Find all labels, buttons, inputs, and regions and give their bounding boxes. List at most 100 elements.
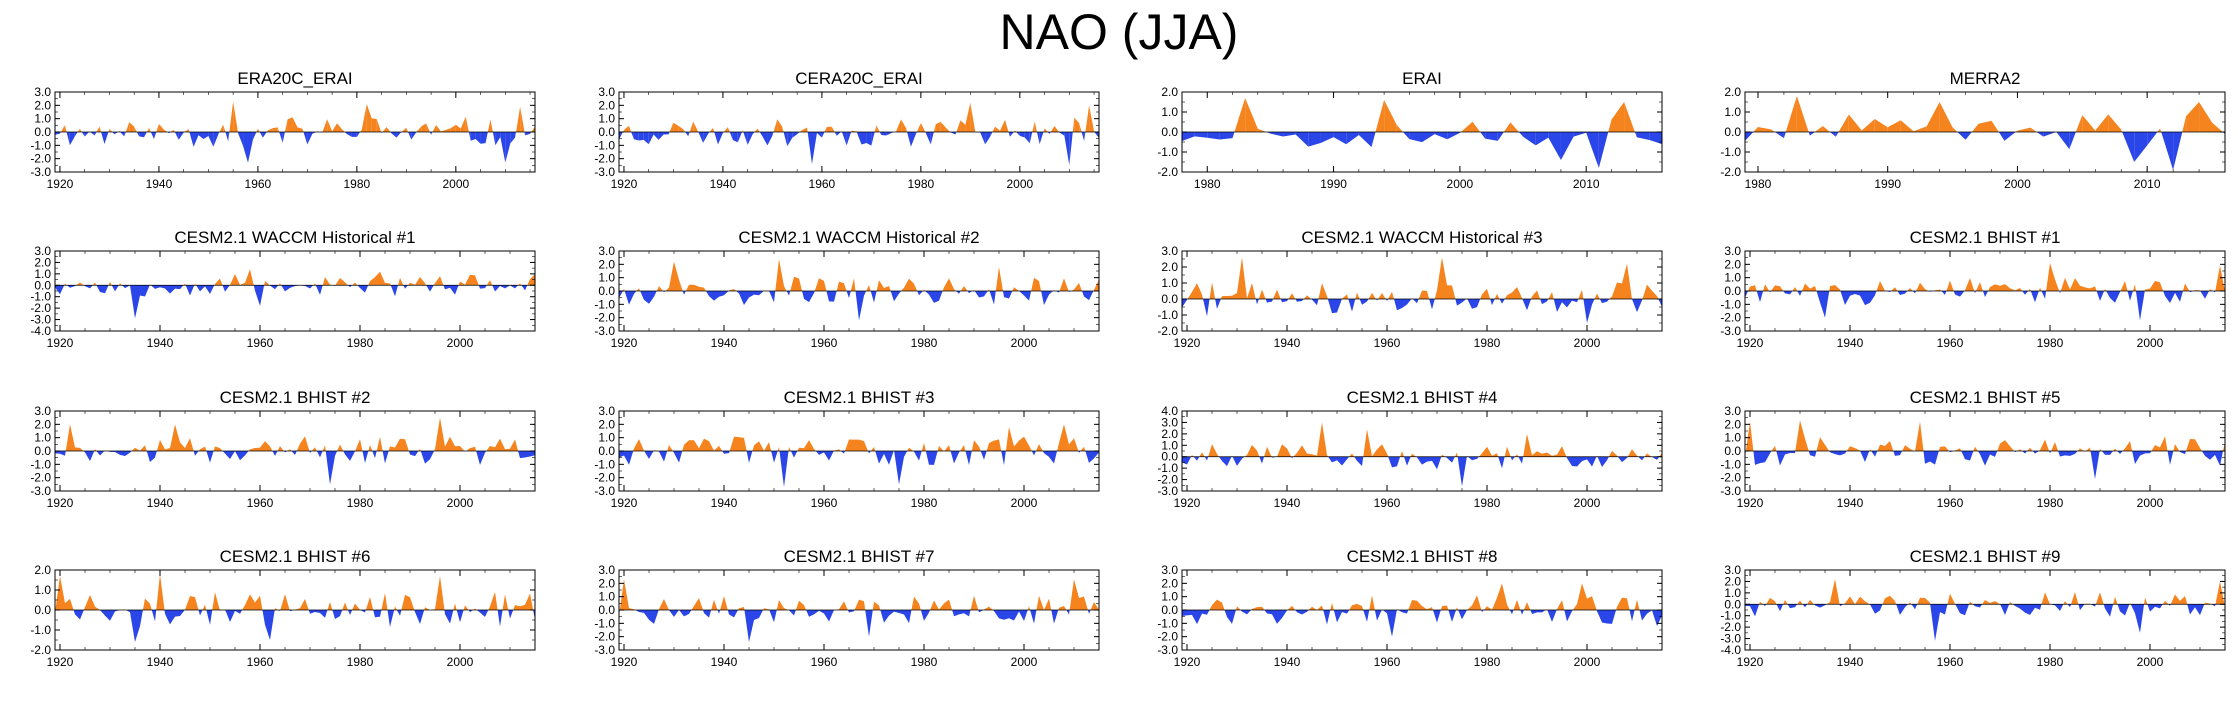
positive-anomaly-area [1019, 436, 1024, 451]
positive-anomaly-area [465, 605, 469, 610]
negative-anomaly-area [485, 132, 488, 144]
positive-anomaly-area [739, 437, 744, 451]
x-tick-label: 2000 [447, 655, 474, 669]
negative-anomaly-area [894, 610, 899, 614]
positive-anomaly-area [779, 600, 784, 610]
positive-anomaly-area [1910, 602, 1912, 605]
negative-anomaly-area [2132, 451, 2135, 465]
negative-anomaly-area [644, 610, 649, 620]
positive-anomaly-area [1647, 453, 1652, 457]
positive-anomaly-area [989, 606, 993, 610]
negative-anomaly-area [1657, 610, 1662, 626]
x-tick-label: 1980 [1474, 655, 1501, 669]
negative-anomaly-area [1607, 299, 1610, 302]
negative-anomaly-area [400, 610, 402, 616]
negative-anomaly-area [1815, 451, 1817, 457]
positive-anomaly-area [463, 605, 465, 610]
negative-anomaly-area [649, 451, 654, 459]
y-tick-label: 0.0 [598, 125, 615, 139]
positive-anomaly-area [337, 444, 340, 451]
positive-anomaly-area [2121, 129, 2123, 132]
positive-anomaly-area [465, 274, 470, 286]
negative-anomaly-area [185, 285, 190, 296]
positive-anomaly-area [146, 127, 150, 132]
negative-anomaly-area [415, 451, 419, 457]
positive-anomaly-area [200, 446, 205, 451]
positive-anomaly-area [1946, 280, 1950, 291]
positive-anomaly-area [95, 606, 100, 610]
positive-anomaly-area [1362, 606, 1364, 610]
negative-anomaly-area [2150, 451, 2152, 454]
negative-anomaly-area [1312, 299, 1317, 306]
positive-anomaly-area [1209, 282, 1212, 299]
negative-anomaly-area [771, 451, 774, 463]
negative-anomaly-area [230, 610, 235, 622]
positive-anomaly-area [287, 449, 290, 451]
y-tick-label: 1.0 [1161, 590, 1178, 604]
positive-anomaly-area [1447, 285, 1452, 299]
negative-anomaly-area [1192, 610, 1197, 625]
positive-anomaly-area [1659, 452, 1662, 457]
negative-anomaly-area [829, 291, 834, 302]
positive-anomaly-area [1454, 452, 1457, 457]
positive-anomaly-area [1582, 583, 1587, 610]
panel-title: MERRA2 [1950, 69, 2021, 88]
positive-anomaly-area [839, 281, 844, 291]
negative-anomaly-area [1805, 604, 1808, 608]
positive-anomaly-area [1910, 288, 1913, 291]
negative-anomaly-area [1387, 610, 1392, 637]
y-tick-label: 2.0 [1724, 574, 1741, 588]
positive-anomaly-area [2182, 283, 2185, 291]
negative-anomaly-area [275, 451, 278, 456]
positive-anomaly-area [777, 446, 779, 451]
negative-anomaly-area [2080, 604, 2085, 611]
positive-anomaly-area [739, 606, 744, 610]
negative-anomaly-area [2040, 604, 2042, 610]
negative-anomaly-area [1302, 299, 1304, 302]
negative-anomaly-area [2165, 291, 2170, 303]
negative-anomaly-area [1242, 610, 1247, 615]
negative-anomaly-area [1182, 132, 1195, 141]
negative-anomaly-area [70, 285, 75, 288]
positive-anomaly-area [920, 123, 926, 132]
negative-anomaly-area [2117, 451, 2120, 454]
negative-anomaly-area [856, 132, 862, 145]
positive-anomaly-area [1199, 452, 1202, 457]
negative-anomaly-area [213, 132, 219, 147]
negative-anomaly-area [1452, 456, 1455, 463]
negative-anomaly-area [335, 451, 338, 456]
positive-anomaly-area [879, 280, 884, 291]
positive-anomaly-area [110, 281, 112, 286]
positive-anomaly-area [502, 594, 505, 610]
negative-anomaly-area [425, 451, 430, 464]
positive-anomaly-area [1457, 607, 1459, 610]
y-tick-label: -3.0 [594, 324, 615, 338]
negative-anomaly-area [792, 132, 798, 138]
negative-anomaly-area [1905, 604, 1908, 608]
negative-anomaly-area [2060, 604, 2064, 611]
positive-anomaly-area [1252, 283, 1256, 299]
positive-anomaly-area [1770, 285, 1775, 291]
negative-anomaly-area [478, 285, 480, 289]
negative-anomaly-area [1422, 132, 1435, 143]
negative-anomaly-area [525, 451, 530, 458]
y-tick-label: 2.0 [598, 576, 615, 590]
positive-anomaly-area [1753, 127, 1758, 132]
negative-anomaly-area [1059, 132, 1065, 136]
negative-anomaly-area [2035, 451, 2039, 454]
negative-anomaly-area [74, 132, 78, 137]
negative-anomaly-area [151, 610, 155, 622]
negative-anomaly-area [1434, 132, 1448, 140]
positive-anomaly-area [1805, 438, 1809, 451]
positive-anomaly-area [970, 595, 974, 610]
x-tick-label: 2010 [1573, 177, 1600, 191]
positive-anomaly-area [727, 127, 730, 132]
negative-anomaly-area [1965, 604, 1969, 616]
positive-anomaly-area [190, 438, 194, 451]
negative-anomaly-area [430, 451, 435, 460]
negative-anomaly-area [1354, 456, 1357, 461]
positive-anomaly-area [285, 594, 290, 610]
negative-anomaly-area [994, 610, 999, 619]
negative-anomaly-area [1961, 451, 1965, 460]
negative-anomaly-area [1602, 456, 1607, 467]
